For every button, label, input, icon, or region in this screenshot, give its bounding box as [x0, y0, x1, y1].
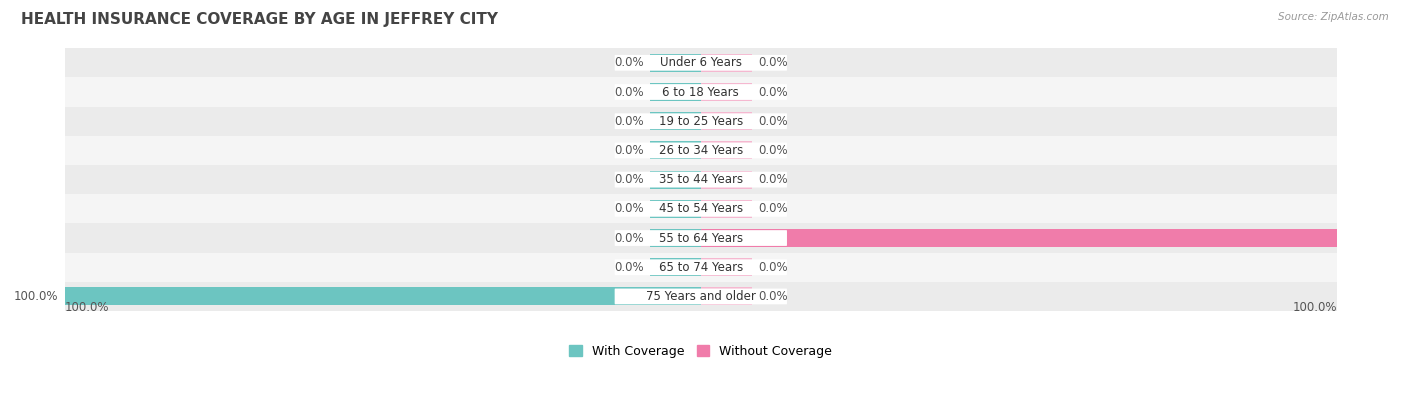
- Bar: [700, 54, 752, 72]
- Text: 65 to 74 Years: 65 to 74 Years: [658, 261, 742, 274]
- Bar: [700, 229, 1337, 247]
- Bar: [650, 258, 700, 276]
- Text: 0.0%: 0.0%: [614, 144, 644, 157]
- Text: 45 to 54 Years: 45 to 54 Years: [659, 203, 742, 215]
- FancyBboxPatch shape: [614, 84, 787, 100]
- Bar: [65, 223, 1337, 253]
- FancyBboxPatch shape: [614, 55, 787, 71]
- Text: 0.0%: 0.0%: [614, 232, 644, 244]
- Bar: [650, 112, 700, 130]
- Bar: [65, 48, 1337, 78]
- Text: 100.0%: 100.0%: [14, 290, 59, 303]
- FancyBboxPatch shape: [614, 201, 787, 217]
- Text: 0.0%: 0.0%: [614, 261, 644, 274]
- Text: 0.0%: 0.0%: [758, 290, 787, 303]
- Text: 0.0%: 0.0%: [614, 203, 644, 215]
- Text: 0.0%: 0.0%: [758, 85, 787, 98]
- Text: 0.0%: 0.0%: [614, 173, 644, 186]
- Bar: [65, 282, 1337, 311]
- Legend: With Coverage, Without Coverage: With Coverage, Without Coverage: [564, 339, 837, 363]
- Text: 35 to 44 Years: 35 to 44 Years: [659, 173, 742, 186]
- Text: 26 to 34 Years: 26 to 34 Years: [658, 144, 742, 157]
- Bar: [650, 54, 700, 72]
- Bar: [650, 83, 700, 101]
- Text: 55 to 64 Years: 55 to 64 Years: [659, 232, 742, 244]
- Bar: [700, 258, 752, 276]
- Bar: [700, 171, 752, 189]
- FancyBboxPatch shape: [614, 288, 787, 304]
- FancyBboxPatch shape: [614, 172, 787, 188]
- Text: 0.0%: 0.0%: [758, 261, 787, 274]
- Text: 0.0%: 0.0%: [758, 173, 787, 186]
- Bar: [65, 78, 1337, 107]
- Bar: [700, 83, 752, 101]
- Bar: [65, 194, 1337, 223]
- FancyBboxPatch shape: [614, 142, 787, 158]
- Text: Source: ZipAtlas.com: Source: ZipAtlas.com: [1278, 12, 1389, 22]
- Bar: [700, 142, 752, 159]
- Text: 0.0%: 0.0%: [614, 85, 644, 98]
- Bar: [650, 142, 700, 159]
- Bar: [65, 165, 1337, 194]
- Bar: [700, 288, 752, 305]
- Bar: [700, 112, 752, 130]
- Text: 19 to 25 Years: 19 to 25 Years: [658, 115, 742, 128]
- Bar: [65, 107, 1337, 136]
- Bar: [65, 288, 700, 305]
- Bar: [650, 200, 700, 218]
- Bar: [650, 229, 700, 247]
- Text: HEALTH INSURANCE COVERAGE BY AGE IN JEFFREY CITY: HEALTH INSURANCE COVERAGE BY AGE IN JEFF…: [21, 12, 498, 27]
- FancyBboxPatch shape: [614, 259, 787, 275]
- Text: 0.0%: 0.0%: [758, 144, 787, 157]
- Text: Under 6 Years: Under 6 Years: [659, 56, 742, 69]
- Text: 0.0%: 0.0%: [614, 115, 644, 128]
- Text: 75 Years and older: 75 Years and older: [645, 290, 756, 303]
- FancyBboxPatch shape: [614, 113, 787, 129]
- Text: 0.0%: 0.0%: [614, 56, 644, 69]
- Text: 100.0%: 100.0%: [1292, 301, 1337, 314]
- Text: 100.0%: 100.0%: [65, 301, 110, 314]
- Text: 6 to 18 Years: 6 to 18 Years: [662, 85, 740, 98]
- Text: 100.0%: 100.0%: [1343, 232, 1392, 244]
- Bar: [65, 136, 1337, 165]
- Bar: [65, 253, 1337, 282]
- Bar: [700, 200, 752, 218]
- Text: 0.0%: 0.0%: [758, 115, 787, 128]
- Text: 0.0%: 0.0%: [758, 56, 787, 69]
- FancyBboxPatch shape: [614, 230, 787, 246]
- Text: 0.0%: 0.0%: [758, 203, 787, 215]
- Bar: [650, 171, 700, 189]
